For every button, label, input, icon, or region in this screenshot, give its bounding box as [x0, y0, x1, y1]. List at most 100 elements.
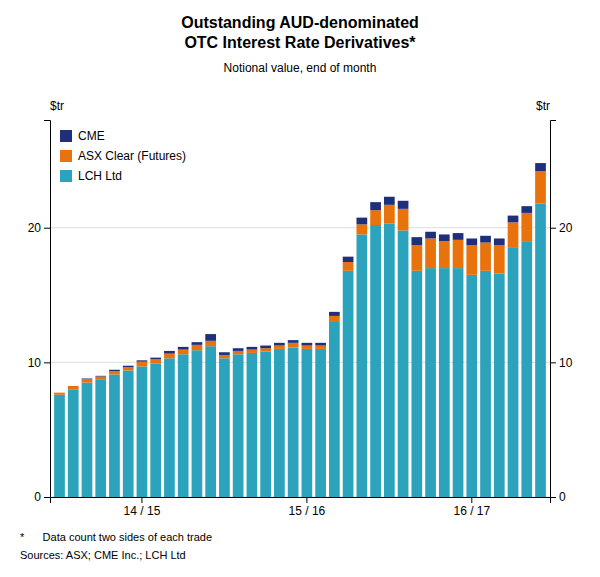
- y-tick: 20: [28, 221, 50, 235]
- y2-tick-mark: [550, 362, 556, 363]
- bar: [384, 197, 395, 205]
- bar: [274, 349, 285, 497]
- bar: [164, 358, 175, 497]
- y2-axis-label: $tr: [536, 99, 550, 113]
- bar: [82, 379, 93, 382]
- bar: [521, 213, 532, 241]
- bar: [192, 342, 203, 345]
- bar: [178, 354, 189, 497]
- bar: [398, 201, 409, 209]
- legend-item: CME: [60, 129, 105, 143]
- bar: [192, 350, 203, 497]
- bar: [411, 271, 422, 497]
- bar: [123, 366, 134, 367]
- bar: [123, 370, 134, 497]
- bar: [466, 275, 477, 497]
- bar: [494, 245, 505, 273]
- bar: [508, 216, 519, 223]
- bar: [453, 240, 464, 268]
- x-tick: 16 / 17: [453, 497, 490, 518]
- bar: [315, 343, 326, 346]
- y2-tick-label: 10: [559, 356, 573, 370]
- bar: [315, 349, 326, 497]
- bar: [68, 389, 79, 497]
- bar: [480, 271, 491, 497]
- x-tick-label: 16 / 17: [453, 504, 490, 518]
- bar: [178, 350, 189, 355]
- legend-swatch: [60, 170, 72, 182]
- bar: [288, 343, 299, 348]
- x-tick-label: 14 / 15: [124, 504, 161, 518]
- y2-tick: 10: [550, 356, 573, 370]
- y-tick: 10: [28, 356, 50, 370]
- x-tick-mark: [141, 497, 142, 503]
- bar: [109, 370, 120, 371]
- bar: [123, 367, 134, 370]
- bar: [480, 236, 491, 243]
- bar: [535, 203, 546, 497]
- x-axis: 14 / 1515 / 1616 / 17: [51, 497, 551, 518]
- x-tick-mark: [471, 497, 472, 503]
- bar: [205, 341, 216, 346]
- legend: CMEASX Clear (Futures)LCH Ltd: [60, 129, 186, 183]
- y2-tick: 20: [550, 221, 573, 235]
- bar: [219, 355, 230, 358]
- bar: [82, 383, 93, 497]
- y-tick-label: 10: [28, 356, 42, 370]
- bar: [164, 351, 175, 354]
- bar: [370, 225, 381, 497]
- y2-tick-mark: [550, 497, 556, 498]
- bar: [274, 343, 285, 346]
- bar: [343, 262, 354, 271]
- y-tick: 0: [34, 490, 50, 504]
- bar: [219, 358, 230, 497]
- bar: [274, 346, 285, 349]
- y-tick-mark: [44, 228, 50, 229]
- subtitle: Notional value, end of month: [224, 61, 377, 75]
- title: Outstanding AUD-denominatedOTC Interest …: [181, 14, 419, 51]
- bar: [439, 234, 450, 241]
- series: [54, 171, 546, 395]
- bar: [260, 348, 271, 351]
- bar: [494, 238, 505, 245]
- bar: [329, 322, 340, 497]
- y2-axis: 01020: [550, 121, 573, 505]
- bar: [192, 345, 203, 350]
- bar: [137, 362, 148, 367]
- bar: [288, 340, 299, 343]
- bar: [233, 348, 244, 351]
- bar: [54, 395, 65, 497]
- bar: [535, 171, 546, 203]
- bar: [68, 386, 79, 389]
- bar: [521, 241, 532, 497]
- bar: [109, 371, 120, 374]
- bar: [302, 349, 313, 497]
- bar: [247, 347, 258, 350]
- legend-item: LCH Ltd: [60, 169, 122, 183]
- bar: [247, 350, 258, 353]
- y2-tick-label: 20: [559, 221, 573, 235]
- legend-swatch: [60, 130, 72, 142]
- bar: [150, 364, 161, 497]
- legend-label: LCH Ltd: [78, 169, 122, 183]
- bar: [109, 374, 120, 497]
- bar: [425, 232, 436, 239]
- y-tick-mark: [44, 362, 50, 363]
- y-axis-label: $tr: [50, 99, 64, 113]
- bar: [384, 205, 395, 224]
- bar: [233, 351, 244, 354]
- grid-line: [50, 227, 550, 228]
- bar: [356, 234, 367, 497]
- y-tick-label: 20: [28, 221, 42, 235]
- y2-axis-line: [551, 121, 557, 498]
- x-tick-mark: [306, 497, 307, 503]
- bar: [260, 352, 271, 497]
- bar: [521, 206, 532, 213]
- bar: [535, 163, 546, 171]
- bar: [164, 354, 175, 359]
- bar: [205, 346, 216, 497]
- bar: [411, 245, 422, 271]
- bar: [233, 354, 244, 497]
- bar: [150, 358, 161, 359]
- grid: [50, 228, 550, 497]
